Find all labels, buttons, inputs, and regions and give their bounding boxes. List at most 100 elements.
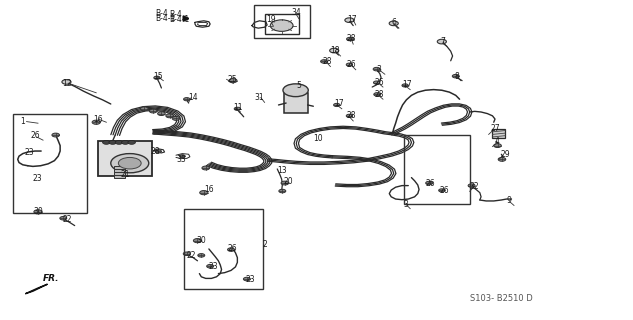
Text: 23: 23: [24, 148, 34, 157]
Text: 26: 26: [440, 186, 449, 195]
Circle shape: [34, 210, 42, 214]
Text: 28: 28: [151, 147, 160, 156]
Text: S103- B2510 D: S103- B2510 D: [470, 294, 532, 303]
Circle shape: [109, 140, 116, 144]
Text: 9: 9: [506, 196, 511, 205]
Text: 3: 3: [377, 65, 382, 74]
Bar: [114, 166, 125, 169]
Text: 14: 14: [189, 93, 198, 102]
Text: 12: 12: [62, 79, 72, 88]
Circle shape: [334, 103, 340, 107]
Text: FR.: FR.: [43, 274, 60, 283]
Text: 27: 27: [491, 124, 500, 133]
Text: 17: 17: [334, 100, 344, 108]
Circle shape: [321, 60, 328, 63]
Circle shape: [202, 166, 210, 170]
Circle shape: [346, 63, 353, 66]
Circle shape: [92, 120, 101, 124]
Circle shape: [149, 109, 157, 113]
Circle shape: [227, 248, 234, 252]
Circle shape: [122, 140, 129, 144]
Circle shape: [347, 37, 353, 41]
Circle shape: [373, 93, 380, 96]
Text: 26: 26: [347, 60, 356, 69]
Circle shape: [229, 78, 237, 83]
Text: 26: 26: [228, 244, 237, 253]
Text: 34: 34: [291, 8, 301, 17]
Text: 28: 28: [347, 111, 356, 120]
Text: 28: 28: [375, 90, 384, 99]
Circle shape: [270, 20, 293, 31]
Circle shape: [439, 189, 445, 192]
Text: 23: 23: [246, 275, 255, 284]
Text: B-4: B-4: [170, 10, 182, 19]
Circle shape: [111, 154, 149, 173]
Text: 19: 19: [266, 15, 275, 24]
Circle shape: [184, 252, 190, 255]
Text: 23: 23: [209, 262, 218, 271]
Text: 33: 33: [176, 155, 185, 164]
Circle shape: [115, 140, 123, 144]
Text: 15: 15: [153, 72, 163, 81]
Circle shape: [279, 189, 285, 193]
Text: 28: 28: [323, 57, 332, 66]
Text: B-4-1: B-4-1: [155, 14, 175, 23]
Circle shape: [184, 98, 190, 101]
Circle shape: [155, 150, 161, 153]
Circle shape: [494, 144, 501, 148]
Circle shape: [206, 264, 214, 268]
Circle shape: [283, 84, 308, 97]
Text: 31: 31: [254, 93, 264, 102]
Circle shape: [141, 107, 148, 111]
Circle shape: [194, 239, 201, 243]
Text: 26: 26: [375, 78, 384, 87]
Circle shape: [128, 140, 135, 144]
Circle shape: [60, 216, 67, 220]
Circle shape: [158, 112, 165, 116]
Text: 20: 20: [284, 177, 293, 186]
Text: 23: 23: [33, 174, 42, 183]
Circle shape: [52, 133, 60, 137]
Bar: [492, 129, 505, 138]
Circle shape: [281, 181, 289, 185]
Circle shape: [345, 18, 354, 22]
Text: B-4-1: B-4-1: [170, 15, 190, 24]
Text: 4: 4: [495, 137, 500, 146]
Circle shape: [62, 80, 71, 84]
Circle shape: [389, 21, 398, 26]
Text: 11: 11: [233, 103, 242, 112]
Bar: [254, 5, 310, 38]
Text: 22: 22: [62, 215, 72, 224]
Circle shape: [180, 155, 185, 157]
Text: 26: 26: [30, 132, 40, 140]
Circle shape: [166, 114, 173, 118]
Text: 5: 5: [296, 81, 301, 90]
Circle shape: [103, 140, 110, 144]
Circle shape: [197, 253, 205, 257]
Text: 32: 32: [470, 182, 479, 191]
Bar: [114, 172, 125, 175]
Text: 16: 16: [204, 185, 213, 194]
Text: 1: 1: [20, 117, 25, 126]
Text: 26: 26: [425, 179, 435, 188]
Bar: [404, 135, 470, 204]
Text: 29: 29: [500, 150, 510, 159]
Bar: [114, 169, 125, 172]
Circle shape: [498, 157, 506, 161]
Circle shape: [118, 157, 141, 169]
Circle shape: [373, 81, 380, 84]
Bar: [284, 93, 308, 113]
Text: 21: 21: [120, 170, 130, 179]
Text: 28: 28: [347, 34, 356, 43]
Text: 7: 7: [440, 37, 445, 46]
Text: 17: 17: [347, 15, 356, 24]
Text: 30: 30: [196, 236, 206, 245]
Circle shape: [437, 39, 446, 44]
Bar: [184, 209, 263, 289]
Text: 18: 18: [330, 46, 340, 55]
Text: 30: 30: [33, 207, 42, 216]
Circle shape: [330, 48, 339, 53]
Text: 16: 16: [94, 115, 103, 124]
Circle shape: [346, 114, 353, 117]
Circle shape: [243, 277, 251, 281]
